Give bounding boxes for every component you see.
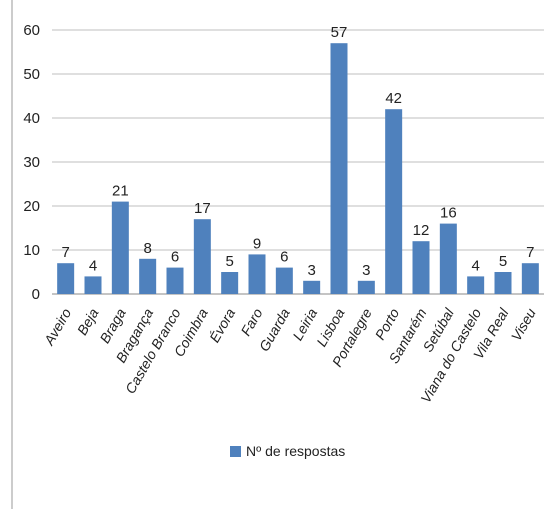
data-label: 6: [171, 249, 179, 266]
bar: [167, 268, 184, 294]
bar: [112, 202, 129, 294]
bar: [331, 43, 348, 294]
bar: [385, 109, 402, 294]
bar: [85, 276, 102, 294]
y-tick-label: 40: [23, 110, 40, 127]
data-label: 17: [194, 200, 211, 217]
bar: [57, 263, 74, 294]
bar: [194, 219, 211, 294]
category-label: Évora: [206, 305, 238, 345]
bar: [139, 259, 156, 294]
data-label: 42: [385, 90, 402, 107]
bar: [249, 254, 266, 294]
bar: [522, 263, 539, 294]
legend-swatch: [230, 446, 241, 457]
data-label: 3: [362, 262, 370, 279]
legend-label: Nº de respostas: [246, 443, 345, 459]
y-tick-labels: 0 10 20 30 40 50 60: [23, 22, 40, 303]
y-tick-label: 10: [23, 242, 40, 259]
category-label: Faro: [237, 305, 265, 338]
bar: [495, 272, 512, 294]
data-label: 21: [112, 183, 129, 200]
category-label: Viseu: [508, 305, 539, 343]
category-label: Beja: [74, 305, 102, 337]
data-label: 5: [225, 253, 233, 270]
data-label: 7: [61, 244, 69, 261]
data-label: 4: [471, 257, 479, 274]
category-label: Aveiro: [40, 305, 74, 348]
data-label: 3: [307, 262, 315, 279]
bar: [413, 241, 430, 294]
data-label: 16: [440, 205, 457, 222]
y-tick-label: 0: [32, 286, 40, 303]
data-label: 4: [89, 257, 97, 274]
y-tick-label: 30: [23, 154, 40, 171]
data-label: 7: [526, 244, 534, 261]
bar: [303, 281, 320, 294]
data-label: 6: [280, 249, 288, 266]
bars: [57, 43, 539, 294]
data-label: 12: [413, 222, 430, 239]
bar: [467, 276, 484, 294]
bar: [358, 281, 375, 294]
y-tick-label: 60: [23, 22, 40, 39]
data-label: 9: [253, 235, 261, 252]
bar: [276, 268, 293, 294]
data-label: 8: [143, 240, 151, 257]
y-tick-label: 50: [23, 66, 40, 83]
y-tick-label: 20: [23, 198, 40, 215]
bar: [440, 224, 457, 294]
bar: [221, 272, 238, 294]
legend: Nº de respostas: [230, 443, 345, 459]
data-label: 57: [331, 24, 348, 41]
data-label: 5: [499, 253, 507, 270]
